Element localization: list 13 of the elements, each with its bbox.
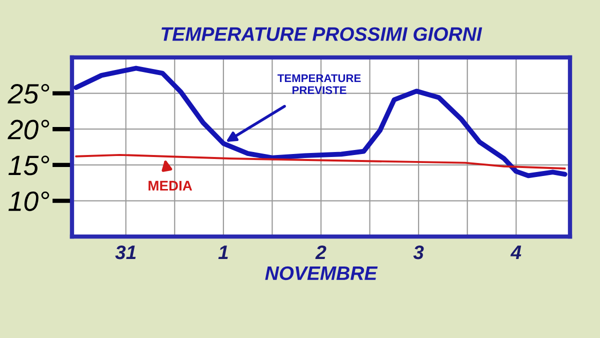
x-tick-label: 4 [510, 246, 522, 260]
annotation: TEMPERATURE PREVISTE [278, 74, 361, 94]
y-tick-label: 10° [8, 191, 50, 212]
y-tick-label: 20° [8, 120, 50, 140]
x-tick-label: 3 [413, 245, 424, 260]
chart-title: TEMPERATURE PROSSIMI GIORNI [162, 27, 482, 41]
x-tick-label: 1 [218, 246, 228, 260]
x-tick-label: 31 [115, 245, 136, 260]
annotation: MEDIA [148, 180, 192, 190]
x-axis-title: NOVEMBRE [265, 266, 378, 280]
y-tick-label: 15° [8, 156, 50, 176]
x-tick-label: 2 [315, 245, 326, 260]
y-tick-label: 25° [8, 84, 50, 104]
